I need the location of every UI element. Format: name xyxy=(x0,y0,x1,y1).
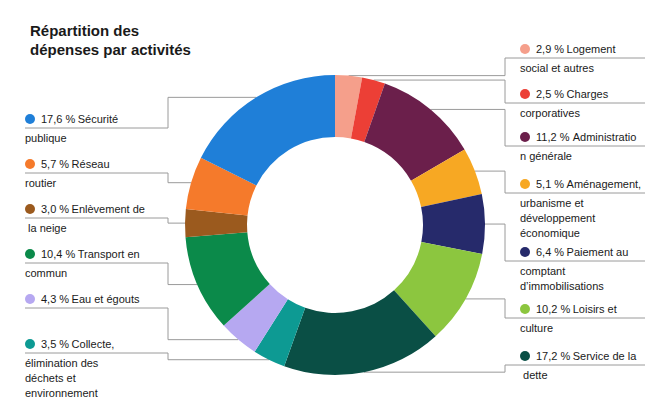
svg-text:17,6 %: 17,6 % xyxy=(41,113,75,125)
svg-text:dette: dette xyxy=(520,369,548,381)
svg-text:2,5 %: 2,5 % xyxy=(536,88,564,100)
svg-text:Enlèvement de: Enlèvement de xyxy=(72,203,145,215)
svg-text:déchets et: déchets et xyxy=(25,372,79,384)
svg-text:Paiement au: Paiement au xyxy=(567,246,632,258)
svg-text:publique: publique xyxy=(25,132,67,144)
svg-text:Logement: Logement xyxy=(567,43,619,55)
svg-text:Transport en: Transport en xyxy=(78,248,143,260)
svg-text:commun: commun xyxy=(25,267,67,279)
svg-text:culture: culture xyxy=(520,322,553,334)
svg-text:social et autres: social et autres xyxy=(520,62,594,74)
svg-text:Loisirs et: Loisirs et xyxy=(573,303,620,315)
svg-text:Répartition des: Répartition des xyxy=(30,22,143,39)
svg-text:11,2 %: 11,2 % xyxy=(536,131,570,143)
svg-text:développement: développement xyxy=(520,212,598,224)
svg-text:d’immobilisations: d’immobilisations xyxy=(520,280,604,292)
svg-text:3,0 %: 3,0 % xyxy=(41,203,69,215)
svg-text:5,7 %: 5,7 % xyxy=(41,158,69,170)
svg-text:17,2 %: 17,2 % xyxy=(536,350,570,362)
svg-text:Collecte,: Collecte, xyxy=(72,338,118,350)
svg-text:10,2 %: 10,2 % xyxy=(536,303,570,315)
svg-text:6,4 %: 6,4 % xyxy=(536,246,564,258)
svg-text:Charges: Charges xyxy=(567,88,612,100)
svg-text:5,1 %: 5,1 % xyxy=(536,178,564,190)
svg-text:Réseau: Réseau xyxy=(72,158,113,170)
svg-text:dépenses par activités: dépenses par activités xyxy=(30,41,191,58)
svg-text:Eau et égouts: Eau et égouts xyxy=(72,293,140,305)
svg-text:Aménagement,: Aménagement, xyxy=(567,178,645,190)
svg-text:4,3 %: 4,3 % xyxy=(41,293,69,305)
svg-text:Service de la: Service de la xyxy=(573,350,637,362)
svg-text:élimination des: élimination des xyxy=(25,357,101,369)
svg-text:corporatives: corporatives xyxy=(520,107,580,119)
svg-text:2,9 %: 2,9 % xyxy=(536,43,564,55)
svg-text:10,4 %: 10,4 % xyxy=(41,248,75,260)
svg-text:environnement: environnement xyxy=(25,387,98,399)
svg-text:routier: routier xyxy=(25,177,57,189)
svg-text:Administratio: Administratio xyxy=(573,131,637,143)
svg-text:économique: économique xyxy=(520,227,580,239)
svg-text:3,5 %: 3,5 % xyxy=(41,338,69,350)
svg-text:urbanisme et: urbanisme et xyxy=(520,197,587,209)
svg-text:la neige: la neige xyxy=(25,222,67,234)
svg-text:n générale: n générale xyxy=(520,150,572,162)
svg-text:comptant: comptant xyxy=(520,265,568,277)
svg-text:Sécurité: Sécurité xyxy=(78,113,121,125)
